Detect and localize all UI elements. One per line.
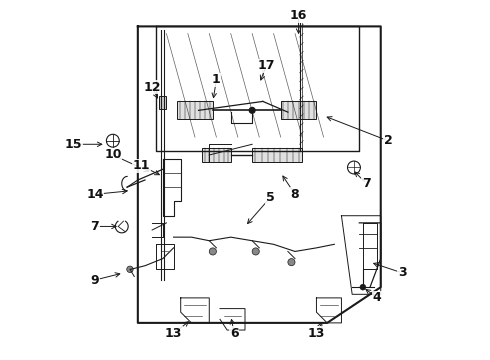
Text: 5: 5 [266,192,274,204]
Text: 16: 16 [290,9,307,22]
Text: 7: 7 [91,220,99,233]
Bar [177,102,213,119]
Text: 1: 1 [212,73,221,86]
Text: 10: 10 [104,148,122,162]
Text: 12: 12 [144,81,161,94]
Text: 17: 17 [258,59,275,72]
Bar [281,102,317,119]
Text: 7: 7 [362,177,371,190]
Text: 14: 14 [86,188,104,201]
Circle shape [209,248,217,255]
Text: 11: 11 [133,159,150,172]
Text: 2: 2 [384,134,392,147]
Text: 13: 13 [308,327,325,340]
Text: 4: 4 [373,291,382,305]
Text: 15: 15 [65,138,82,151]
Text: 9: 9 [91,274,99,287]
Circle shape [249,108,255,113]
Circle shape [360,284,366,290]
Bar [202,148,231,162]
Text: 8: 8 [291,188,299,201]
Bar [159,96,167,109]
Circle shape [288,258,295,266]
Text: 6: 6 [230,327,239,340]
Circle shape [252,248,259,255]
Text: 3: 3 [398,266,407,279]
Bar [252,148,302,162]
Text: 13: 13 [165,327,182,340]
Circle shape [127,266,133,273]
